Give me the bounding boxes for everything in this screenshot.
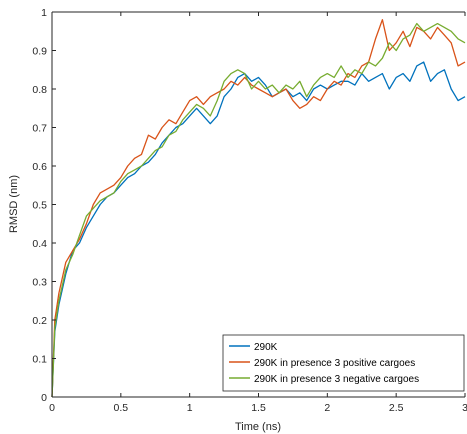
y-tick-label: 1 [41, 7, 47, 19]
x-tick-label: 0 [49, 402, 55, 414]
y-tick-label: 0.8 [32, 84, 47, 96]
x-tick-label: 1.5 [251, 402, 266, 414]
y-axis-label: RMSD (nm) [8, 175, 20, 233]
y-tick-label: 0.4 [32, 238, 47, 250]
y-tick-label: 0.3 [32, 277, 47, 289]
y-tick-label: 0.5 [32, 200, 47, 212]
series-line-3 [51, 22, 466, 398]
legend-label-3: 290K in presence 3 negative cargoes [254, 374, 419, 385]
series-layer [51, 19, 466, 398]
x-axis-label: Time (ns) [235, 421, 281, 433]
legend-label-2: 290K in presence 3 positive cargoes [254, 358, 415, 369]
x-tick-label: 0.5 [114, 402, 129, 414]
y-tick-label: 0.1 [32, 354, 47, 366]
x-tick-label: 2.5 [389, 402, 404, 414]
y-tick-label: 0.2 [32, 315, 47, 327]
x-tick-label: 3 [462, 402, 467, 414]
legend: 290K 290K in presence 3 positive cargoes 2… [222, 334, 465, 392]
series-line-2 [51, 19, 466, 398]
y-tick-label: 0.6 [32, 161, 47, 173]
x-tick-label: 2 [324, 402, 330, 414]
legend-box [222, 334, 465, 392]
y-tick-label: 0.9 [32, 46, 47, 58]
plot-background [52, 12, 465, 397]
ticks-layer: 0 0.5 1 1.5 2 2.5 3 0 0.1 0.2 0.3 0.4 0.5 0.6 0.7 0.8 0.… [32, 7, 467, 414]
x-tick-label: 1 [187, 402, 193, 414]
y-tick-label: 0.7 [32, 123, 47, 135]
legend-label-1: 290K [254, 342, 278, 353]
y-tick-label: 0 [41, 392, 47, 404]
